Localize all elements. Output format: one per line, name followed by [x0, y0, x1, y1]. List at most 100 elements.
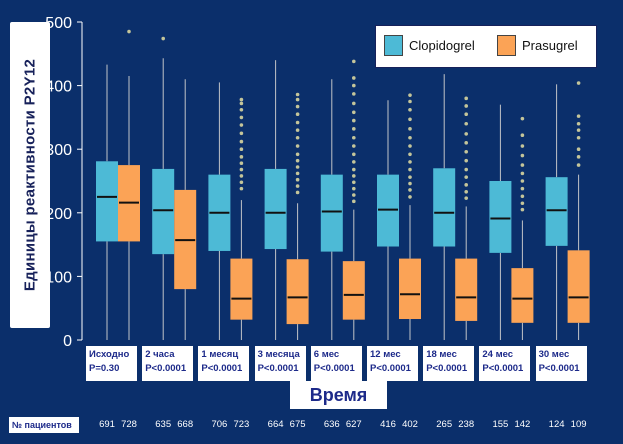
- patient-count-clopidogrel-8: 124: [548, 419, 565, 430]
- x-category-pvalue-5: P<0.0001: [370, 363, 411, 374]
- prasugrel-3-outlier-7: [295, 144, 300, 148]
- x-category-label-4: 6 мес P<0.0001: [310, 346, 362, 381]
- prasugrel-4-outlier-9: [352, 135, 356, 140]
- x-axis-title-box: Время: [290, 381, 387, 409]
- prasugrel-6-outlier-7: [464, 141, 469, 145]
- prasugrel-7-outlier-0: [520, 207, 525, 212]
- patient-count-prasugrel-3: 675: [289, 419, 306, 430]
- prasugrel-6-outlier-10: [464, 112, 469, 117]
- x-category-pvalue-7: P<0.0001: [482, 363, 524, 374]
- patient-count-prasugrel-6: 238: [458, 419, 475, 430]
- prasugrel-3-outlier-3: [295, 171, 300, 176]
- prasugrel-4-outlier-10: [352, 127, 356, 131]
- patient-count-clopidogrel-3: 664: [267, 419, 284, 430]
- prasugrel-5-outlier-13: [408, 93, 412, 97]
- clopidogrel-0-box: [96, 161, 118, 242]
- prasugrel-6-outlier-4: [464, 167, 469, 172]
- prasugrel-5-outlier-4: [408, 167, 412, 172]
- y-tick-label-2: 200: [45, 206, 72, 223]
- prasugrel-4-outlier-2: [352, 186, 356, 191]
- prasugrel-2-outlier-1: [239, 180, 244, 185]
- prasugrel-3-outlier-13: [295, 97, 300, 102]
- x-category-label-5: 12 мес P<0.0001: [367, 346, 418, 381]
- x-category-label-6: 18 мес P<0.0001: [423, 346, 475, 381]
- patient-count-clopidogrel-1: 635: [155, 419, 172, 430]
- prasugrel-2-outlier-10: [239, 115, 244, 120]
- prasugrel-3-outlier-14: [295, 92, 300, 97]
- prasugrel-2-outlier-2: [239, 174, 244, 178]
- prasugrel-5-outlier-2: [408, 181, 412, 186]
- y-tick-label-0: 0: [63, 333, 72, 350]
- prasugrel-4-outlier-17: [352, 59, 356, 64]
- prasugrel-5-outlier-12: [408, 99, 412, 104]
- prasugrel-6-outlier-2: [464, 183, 469, 187]
- prasugrel-2-outlier-7: [239, 139, 244, 144]
- prasugrel-4-outlier-16: [352, 76, 356, 80]
- x-category-pvalue-4: P<0.0001: [313, 363, 355, 374]
- prasugrel-4-outlier-14: [352, 92, 356, 96]
- patient-count-prasugrel-2: 723: [233, 419, 250, 430]
- prasugrel-7-outlier-7: [520, 153, 525, 158]
- prasugrel-4-outlier-12: [352, 110, 356, 115]
- clopidogrel-7-box: [489, 181, 512, 253]
- prasugrel-7-outlier-4: [520, 179, 525, 183]
- prasugrel-4-outlier-6: [352, 160, 356, 164]
- prasugrel-8-outlier-7: [576, 81, 581, 85]
- patient-count-prasugrel-4: 627: [345, 419, 362, 430]
- clopidogrel-4-box: [320, 174, 343, 252]
- prasugrel-5-outlier-9: [408, 127, 412, 131]
- prasugrel-4-outlier-4: [352, 174, 356, 178]
- x-category-label-2: 1 месяц P<0.0001: [198, 346, 250, 381]
- legend-item-clopidogrel: Clopidogrel: [384, 35, 475, 56]
- legend-swatch-prasugrel: [497, 35, 516, 56]
- legend: Clopidogrel Prasugrel: [375, 25, 597, 68]
- prasugrel-2-outlier-4: [239, 161, 244, 165]
- prasugrel-8-outlier-5: [576, 121, 581, 126]
- patient-count-clopidogrel-6: 265: [436, 419, 453, 430]
- x-category-pvalue-8: P<0.0001: [538, 363, 580, 374]
- x-category-name-7: 24 мес: [482, 349, 514, 360]
- x-category-name-5: 12 мес: [370, 349, 401, 360]
- prasugrel-3-outlier-2: [295, 177, 300, 182]
- patients-row-label: № пациентов: [9, 417, 79, 433]
- prasugrel-6-outlier-12: [464, 96, 469, 101]
- prasugrel-8-outlier-4: [576, 128, 581, 132]
- prasugrel-7-outlier-3: [520, 186, 525, 191]
- clopidogrel-1-outlier-0: [161, 36, 165, 41]
- patient-count-clopidogrel-7: 155: [492, 419, 509, 430]
- prasugrel-4-outlier-13: [352, 101, 356, 106]
- prasugrel-4-outlier-11: [352, 118, 356, 123]
- prasugrel-6-outlier-9: [464, 121, 469, 126]
- prasugrel-3-outlier-4: [295, 165, 300, 169]
- prasugrel-5-outlier-10: [408, 117, 412, 122]
- prasugrel-3-box: [286, 259, 309, 325]
- prasugrel-2-outlier-11: [239, 107, 244, 112]
- prasugrel-5-outlier-1: [408, 188, 412, 192]
- x-category-name-0: Исходно: [89, 349, 130, 360]
- prasugrel-2-outlier-9: [239, 123, 244, 127]
- prasugrel-4-box: [342, 261, 365, 320]
- prasugrel-8-outlier-0: [576, 163, 581, 167]
- prasugrel-2-outlier-13: [239, 97, 244, 102]
- prasugrel-7-outlier-9: [520, 133, 525, 138]
- prasugrel-7-outlier-6: [520, 163, 525, 167]
- prasugrel-3-outlier-5: [295, 158, 300, 163]
- prasugrel-6-outlier-3: [464, 175, 469, 179]
- x-category-pvalue-2: P<0.0001: [201, 363, 243, 374]
- x-category-name-2: 1 месяц: [201, 349, 239, 360]
- prasugrel-8-outlier-1: [576, 155, 581, 159]
- y-tick-label-1: 100: [45, 269, 72, 286]
- y-axis-label: Единицы реактивности P2Y12: [21, 58, 39, 292]
- prasugrel-0-outlier-0: [127, 29, 131, 34]
- patient-count-clopidogrel-4: 636: [323, 419, 340, 430]
- legend-swatch-clopidogrel: [384, 35, 403, 56]
- prasugrel-5-outlier-3: [408, 175, 412, 179]
- patient-count-prasugrel-5: 402: [402, 419, 418, 430]
- prasugrel-4-outlier-3: [352, 180, 356, 185]
- x-category-pvalue-6: P<0.0001: [426, 363, 468, 374]
- prasugrel-6-outlier-0: [464, 196, 469, 200]
- x-category-name-4: 6 мес: [313, 349, 340, 360]
- prasugrel-4-outlier-8: [352, 144, 356, 148]
- clopidogrel-6-box: [433, 168, 456, 247]
